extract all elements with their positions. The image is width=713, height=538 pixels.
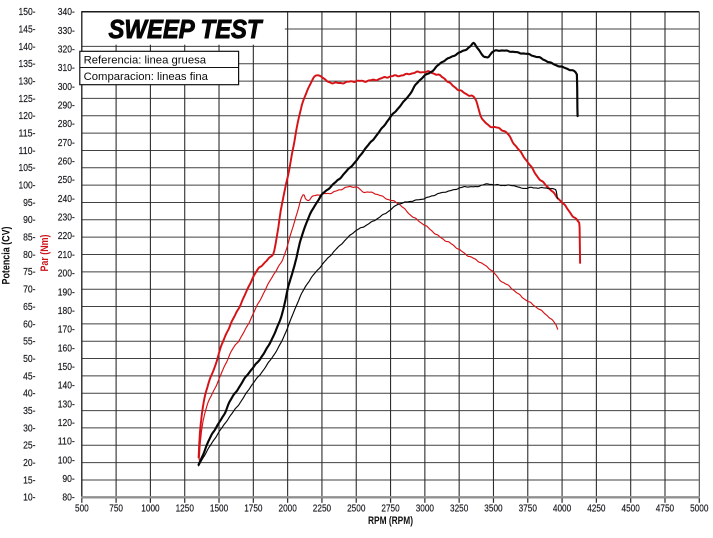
- svg-text:130-: 130-: [58, 399, 75, 410]
- svg-text:750: 750: [109, 504, 123, 515]
- svg-text:270-: 270-: [58, 138, 75, 149]
- svg-text:55-: 55-: [23, 337, 35, 348]
- svg-text:80-: 80-: [62, 493, 74, 504]
- svg-text:50-: 50-: [23, 354, 35, 365]
- svg-text:85-: 85-: [23, 233, 35, 244]
- svg-text:2250: 2250: [313, 504, 332, 515]
- svg-text:4000: 4000: [553, 504, 572, 515]
- svg-text:105-: 105-: [19, 163, 36, 174]
- svg-text:15-: 15-: [23, 475, 35, 486]
- svg-text:3500: 3500: [484, 504, 503, 515]
- svg-text:4500: 4500: [622, 504, 641, 515]
- svg-text:2000: 2000: [279, 504, 298, 515]
- svg-text:220-: 220-: [58, 231, 75, 242]
- svg-text:2500: 2500: [347, 504, 366, 515]
- svg-text:160-: 160-: [58, 343, 75, 354]
- svg-text:90-: 90-: [62, 474, 74, 485]
- svg-text:1000: 1000: [141, 504, 160, 515]
- svg-text:80-: 80-: [23, 250, 35, 261]
- svg-text:145-: 145-: [19, 24, 36, 35]
- svg-text:Comparacion: lineas fina: Comparacion: lineas fina: [84, 71, 209, 83]
- svg-text:3250: 3250: [450, 504, 469, 515]
- svg-text:3750: 3750: [519, 504, 538, 515]
- svg-text:300-: 300-: [58, 82, 75, 93]
- svg-text:60-: 60-: [23, 319, 35, 330]
- svg-text:4750: 4750: [656, 504, 675, 515]
- svg-text:170-: 170-: [58, 325, 75, 336]
- svg-text:35-: 35-: [23, 406, 35, 417]
- svg-text:110-: 110-: [58, 437, 75, 448]
- svg-text:120-: 120-: [58, 418, 75, 429]
- svg-text:200-: 200-: [58, 269, 75, 280]
- svg-text:135-: 135-: [19, 59, 36, 70]
- svg-text:3000: 3000: [416, 504, 435, 515]
- svg-text:20-: 20-: [23, 458, 35, 469]
- svg-text:4250: 4250: [587, 504, 606, 515]
- svg-text:25-: 25-: [23, 441, 35, 452]
- svg-text:125-: 125-: [19, 94, 36, 105]
- svg-text:1250: 1250: [176, 504, 195, 515]
- svg-text:310-: 310-: [58, 63, 75, 74]
- svg-text:Par (Nm): Par (Nm): [39, 234, 51, 271]
- svg-text:340-: 340-: [58, 7, 75, 18]
- svg-text:70-: 70-: [23, 285, 35, 296]
- svg-text:230-: 230-: [58, 213, 75, 224]
- svg-text:2750: 2750: [381, 504, 400, 515]
- svg-text:120-: 120-: [19, 111, 36, 122]
- svg-text:40-: 40-: [23, 389, 35, 400]
- svg-text:RPM (RPM): RPM (RPM): [368, 515, 413, 527]
- svg-text:330-: 330-: [58, 26, 75, 37]
- svg-text:190-: 190-: [58, 287, 75, 298]
- svg-text:180-: 180-: [58, 306, 75, 317]
- svg-text:150-: 150-: [58, 362, 75, 373]
- svg-text:100-: 100-: [19, 181, 36, 192]
- svg-text:140-: 140-: [19, 42, 36, 53]
- svg-text:30-: 30-: [23, 423, 35, 434]
- svg-text:320-: 320-: [58, 45, 75, 56]
- svg-text:5000: 5000: [690, 504, 709, 515]
- svg-text:500: 500: [75, 504, 89, 515]
- svg-text:45-: 45-: [23, 371, 35, 382]
- svg-text:240-: 240-: [58, 194, 75, 205]
- svg-text:140-: 140-: [58, 381, 75, 392]
- svg-text:Potencia (CV): Potencia (CV): [1, 226, 13, 284]
- svg-text:1750: 1750: [244, 504, 263, 515]
- svg-text:115-: 115-: [19, 129, 36, 140]
- svg-text:290-: 290-: [58, 101, 75, 112]
- svg-text:280-: 280-: [58, 119, 75, 130]
- svg-text:65-: 65-: [23, 302, 35, 313]
- svg-text:90-: 90-: [23, 215, 35, 226]
- svg-text:SWEEP TEST: SWEEP TEST: [109, 14, 264, 44]
- svg-text:100-: 100-: [58, 455, 75, 466]
- svg-text:150-: 150-: [19, 7, 36, 18]
- svg-text:Referencia: linea gruesa: Referencia: linea gruesa: [84, 54, 207, 66]
- svg-text:75-: 75-: [23, 267, 35, 278]
- svg-text:250-: 250-: [58, 175, 75, 186]
- svg-text:110-: 110-: [19, 146, 36, 157]
- svg-text:130-: 130-: [19, 77, 36, 88]
- svg-text:210-: 210-: [58, 250, 75, 261]
- svg-text:95-: 95-: [23, 198, 35, 209]
- svg-text:1500: 1500: [210, 504, 229, 515]
- svg-text:10-: 10-: [23, 493, 35, 504]
- svg-text:260-: 260-: [58, 157, 75, 168]
